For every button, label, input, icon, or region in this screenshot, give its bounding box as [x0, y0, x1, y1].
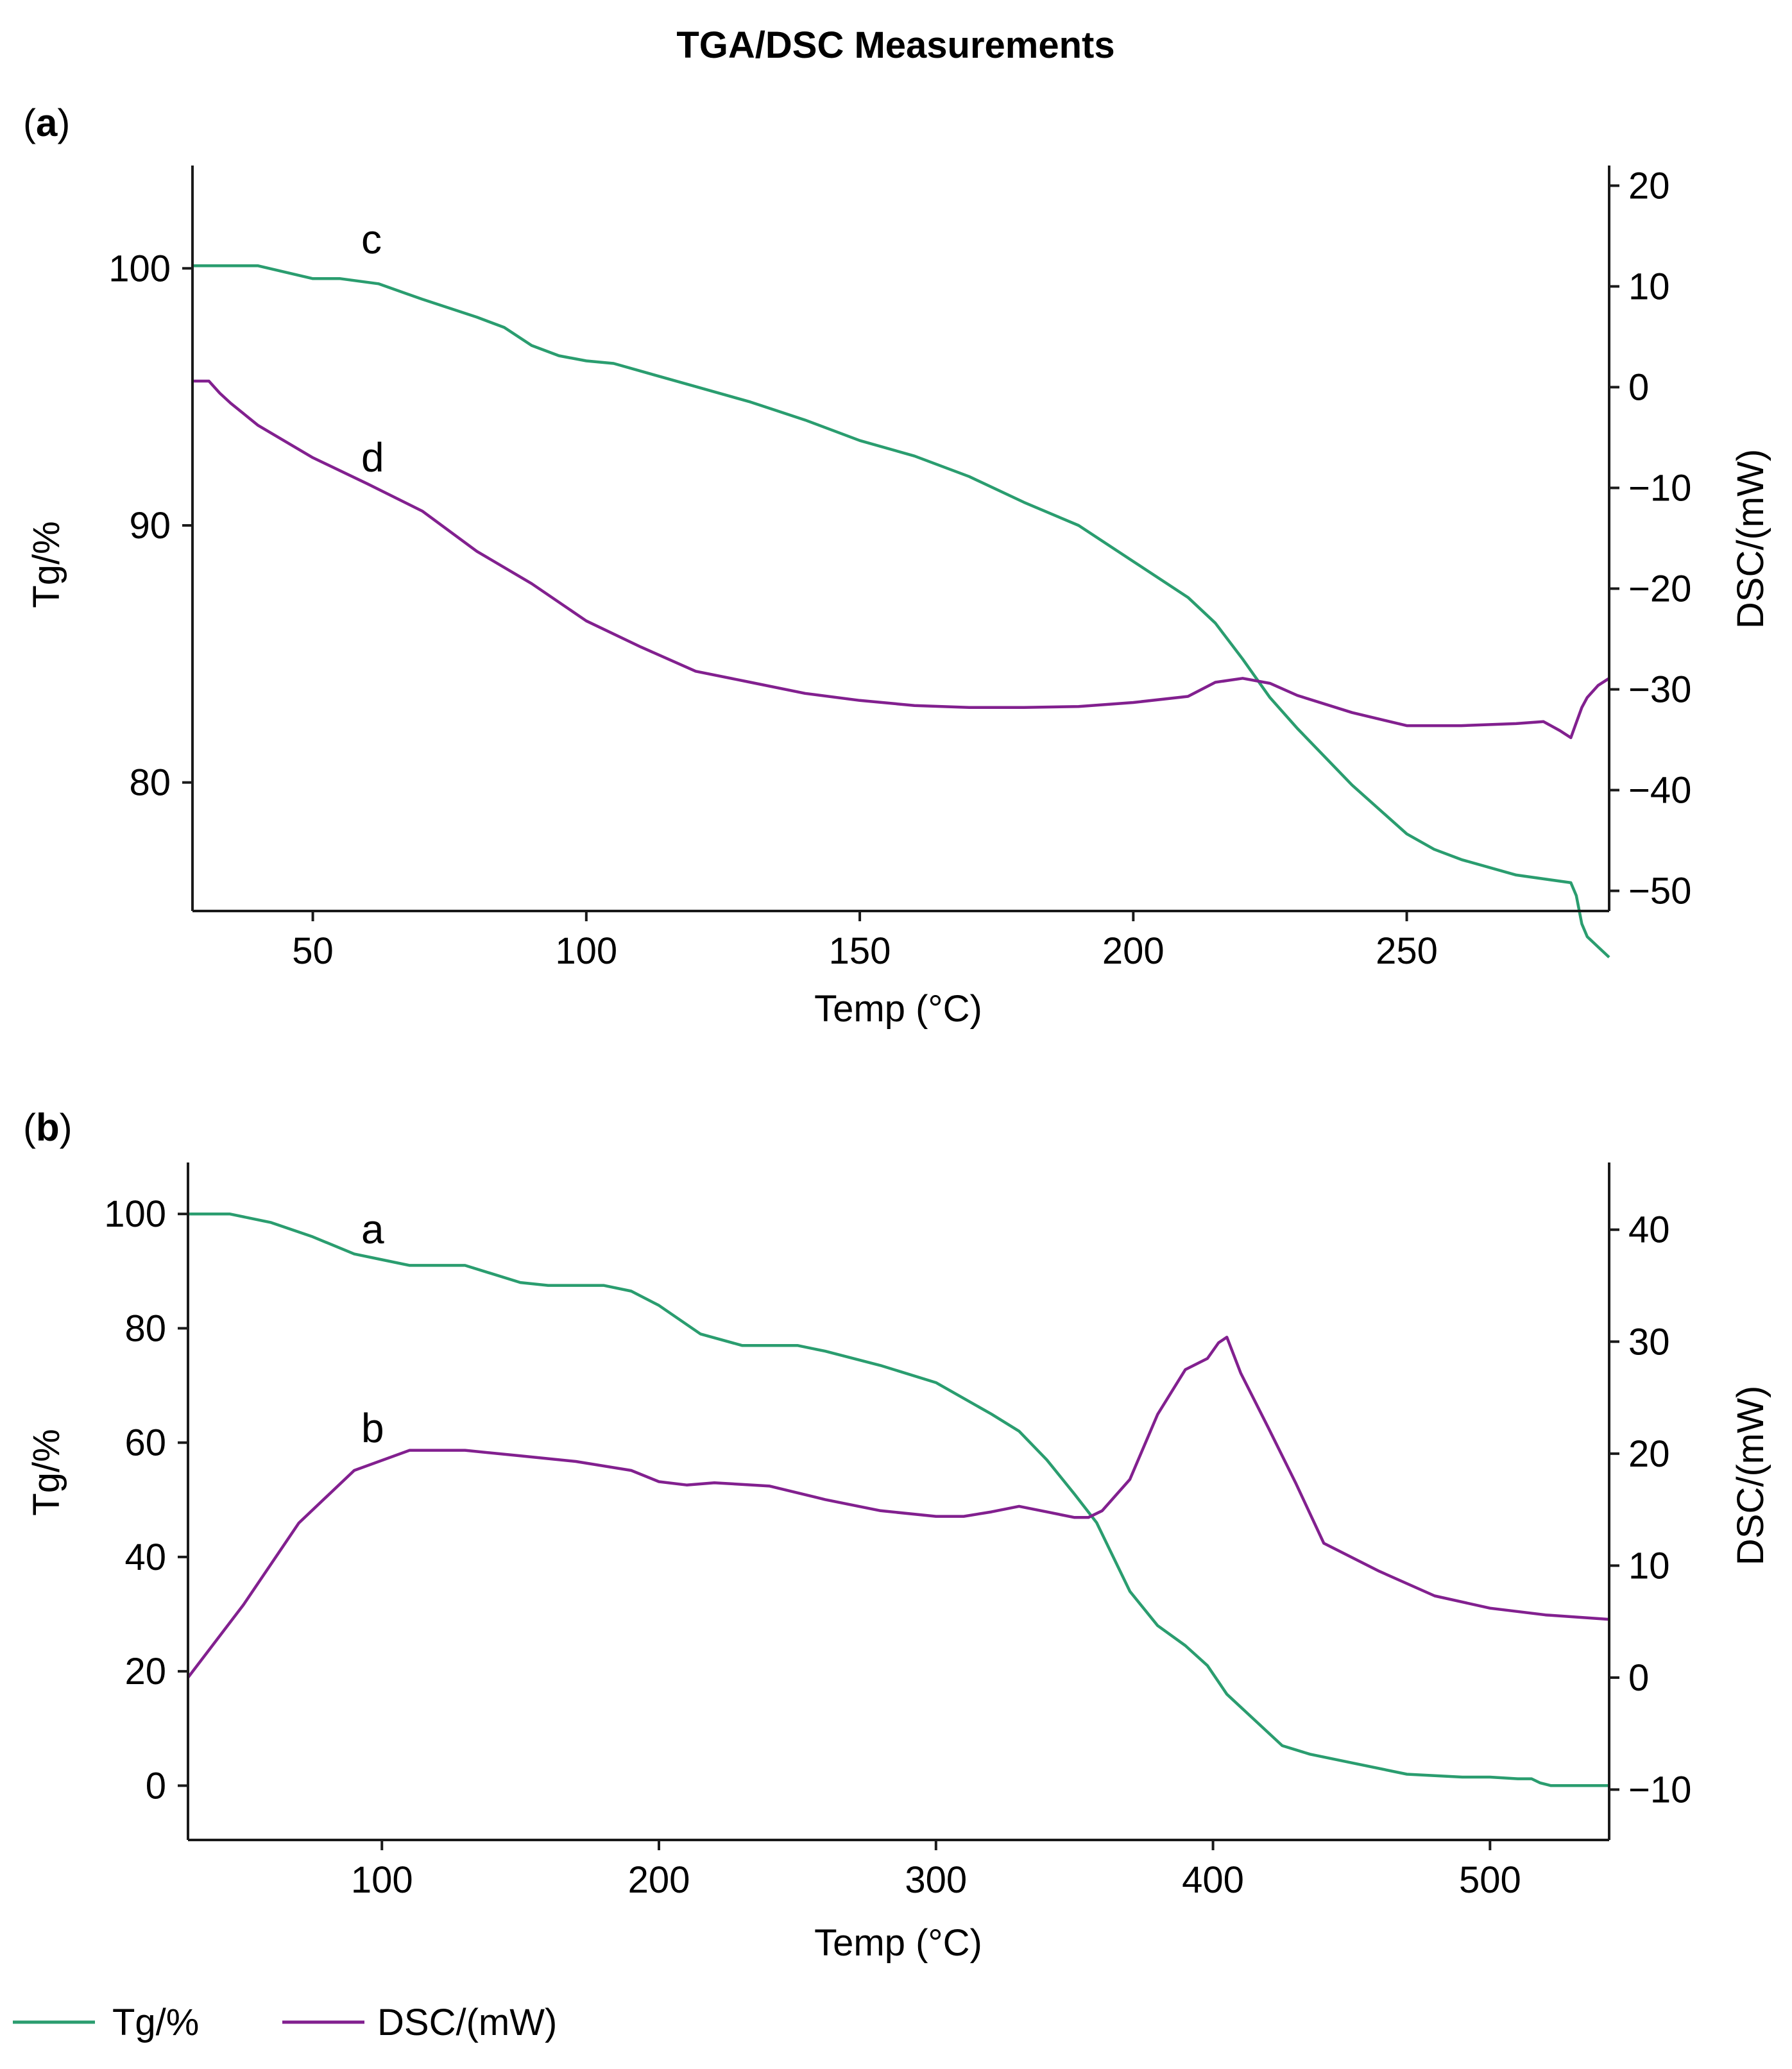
panel-b-y2-tick-label: −10 [1628, 1769, 1691, 1810]
panel-b-y2-tick-label: 40 [1628, 1209, 1670, 1251]
panel-b-annotation-a: a [361, 1206, 384, 1252]
panel-a-y2-tick-label: −40 [1628, 770, 1691, 812]
panel-a-y2-tick-label: −30 [1628, 669, 1691, 711]
panel-a: (a) 50 100 150 200 2508090100−50−40−30−20−10… [23, 101, 1771, 1030]
panel-a-y2-tick-label: −50 [1628, 871, 1691, 912]
panel-b-dsc-line [187, 1336, 1610, 1679]
panel-a-x-tick-label: 200 [1102, 930, 1165, 972]
panel-b-y2-axis-label: DSC/(mW) [1730, 1386, 1771, 1565]
panel-b-tg-line [188, 1212, 1609, 1787]
panel-a-x-tick-label: 150 [829, 930, 891, 972]
panel-b-annotation-b: b [361, 1405, 384, 1451]
panel-a-y2-axis-label: DSC/(mW) [1730, 449, 1771, 629]
panel-b-y2-tick-label: 0 [1628, 1657, 1649, 1699]
legend-label-tg: Tg/% [112, 2002, 199, 2043]
panel-a-tg-line [192, 264, 1610, 958]
panel-b-x-tick-label: 100 [351, 1859, 413, 1901]
panel-b-y-tick-label: 20 [124, 1651, 166, 1692]
panel-b-y-tick-label: 60 [124, 1422, 166, 1464]
panel-b-y-tick-label: 0 [146, 1765, 166, 1807]
panel-a-x-axis-label: Temp (°C) [814, 988, 982, 1030]
panel-b-x-tick-label: 200 [628, 1859, 690, 1901]
panel-a-x-tick-label: 250 [1376, 930, 1438, 972]
panel-b-y2-tick-label: 30 [1628, 1321, 1670, 1363]
panel-a-x-tick-label: 50 [292, 930, 334, 972]
panel-b-x-tick-label: 500 [1459, 1859, 1521, 1901]
panel-a-dsc-line [192, 379, 1610, 740]
legend-label-dsc: DSC/(mW) [377, 2002, 557, 2043]
panel-a-y-tick-label: 80 [129, 762, 171, 804]
panel-a-label: (a) [23, 101, 70, 144]
panel-b-x-axis-label: Temp (°C) [814, 1922, 982, 1964]
legend: Tg/% DSC/(mW) [13, 2002, 557, 2043]
panel-b-y-tick-label: 80 [124, 1307, 166, 1349]
panel-b-y2-tick-label: 20 [1628, 1433, 1670, 1475]
panel-a-y2-tick-label: −20 [1628, 568, 1691, 610]
panel-a-y-tick-label: 100 [108, 248, 171, 289]
panel-a-x-tick-label: 100 [555, 930, 617, 972]
panel-a-y2-tick-label: 20 [1628, 165, 1670, 207]
figure-title: TGA/DSC Measurements [676, 24, 1114, 66]
panel-a-y-axis-label: Tg/% [26, 521, 67, 608]
panel-b-y-axis-label: Tg/% [26, 1429, 67, 1515]
panel-b-y2-tick-label: 10 [1628, 1545, 1670, 1587]
panel-a-y2-tick-label: 0 [1628, 366, 1649, 408]
panel-a-annotation-d: d [361, 434, 384, 481]
panel-b: (b) 100 200 300 400 500 0 20 40 60 80 100 −10 0 10 20 3… [23, 1106, 1771, 1964]
panel-a-y2-tick-label: 10 [1628, 266, 1670, 307]
panel-b-x-tick-label: 400 [1182, 1859, 1244, 1901]
panel-b-label: (b) [23, 1106, 73, 1149]
panel-b-y-tick-label: 100 [104, 1193, 166, 1235]
panel-b-x-tick-label: 300 [905, 1859, 967, 1901]
panel-a-y2-tick-label: −10 [1628, 467, 1691, 509]
panel-a-y-tick-label: 90 [129, 505, 171, 547]
panel-a-annotation-c: c [361, 216, 382, 262]
panel-b-y-tick-label: 40 [124, 1537, 166, 1578]
